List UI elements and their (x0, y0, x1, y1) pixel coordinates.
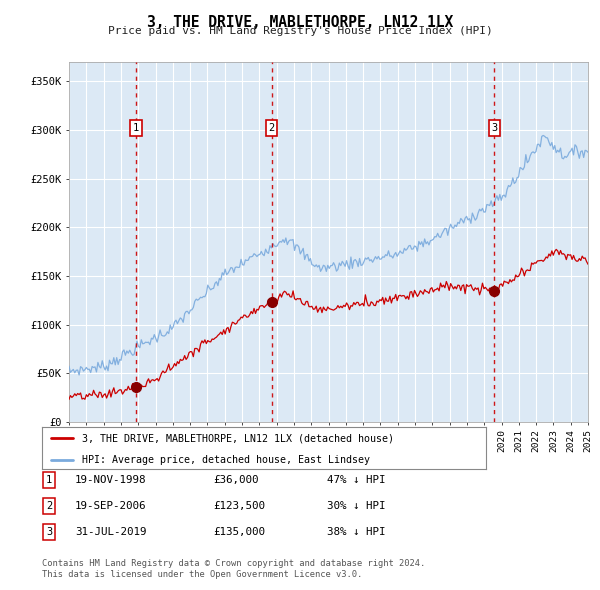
Text: £123,500: £123,500 (213, 501, 265, 510)
Text: 30% ↓ HPI: 30% ↓ HPI (327, 501, 386, 510)
Text: £36,000: £36,000 (213, 475, 259, 484)
Text: 2: 2 (269, 123, 275, 133)
Text: 19-SEP-2006: 19-SEP-2006 (75, 501, 146, 510)
Text: 47% ↓ HPI: 47% ↓ HPI (327, 475, 386, 484)
Text: 3: 3 (46, 527, 52, 536)
Text: Price paid vs. HM Land Registry's House Price Index (HPI): Price paid vs. HM Land Registry's House … (107, 26, 493, 36)
Text: 3, THE DRIVE, MABLETHORPE, LN12 1LX (detached house): 3, THE DRIVE, MABLETHORPE, LN12 1LX (det… (82, 433, 394, 443)
Text: 1: 1 (133, 123, 139, 133)
Text: 31-JUL-2019: 31-JUL-2019 (75, 527, 146, 536)
Text: 38% ↓ HPI: 38% ↓ HPI (327, 527, 386, 536)
Text: 1: 1 (46, 475, 52, 484)
Text: 19-NOV-1998: 19-NOV-1998 (75, 475, 146, 484)
Text: This data is licensed under the Open Government Licence v3.0.: This data is licensed under the Open Gov… (42, 571, 362, 579)
Text: 2: 2 (46, 501, 52, 510)
Text: Contains HM Land Registry data © Crown copyright and database right 2024.: Contains HM Land Registry data © Crown c… (42, 559, 425, 568)
Text: £135,000: £135,000 (213, 527, 265, 536)
Text: 3: 3 (491, 123, 497, 133)
Text: 3, THE DRIVE, MABLETHORPE, LN12 1LX: 3, THE DRIVE, MABLETHORPE, LN12 1LX (147, 15, 453, 30)
Text: HPI: Average price, detached house, East Lindsey: HPI: Average price, detached house, East… (82, 455, 370, 465)
